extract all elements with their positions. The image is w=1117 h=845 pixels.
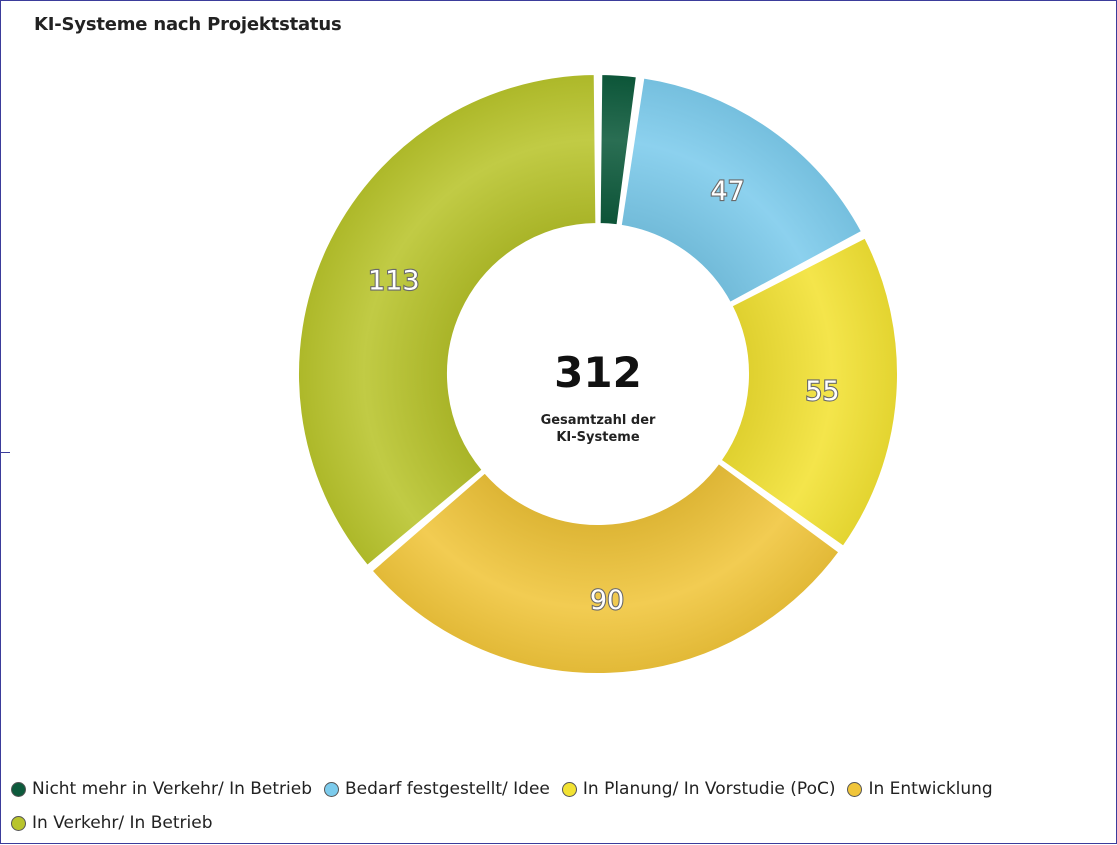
legend-swatch-icon bbox=[11, 781, 26, 797]
legend-item-1[interactable]: Nicht mehr in Verkehr/ In Betrieb bbox=[11, 777, 312, 801]
legend-label: Nicht mehr in Verkehr/ In Betrieb bbox=[32, 779, 313, 799]
slice-value-label-4: 90 bbox=[590, 585, 624, 616]
slice-value-label-2: 47 bbox=[710, 176, 744, 207]
donut-slice-3[interactable] bbox=[719, 236, 900, 548]
legend-item-5[interactable]: In Verkehr/ In Betrieb bbox=[11, 811, 212, 835]
total-value: 312 bbox=[554, 348, 642, 397]
legend-item-2[interactable]: Bedarf festgestellt/ Idee bbox=[324, 777, 550, 801]
donut-slice-1[interactable] bbox=[598, 73, 638, 227]
total-caption-line2: KI-Systeme bbox=[556, 430, 639, 445]
legend-swatch-icon bbox=[11, 815, 26, 831]
donut-slice-5[interactable] bbox=[297, 73, 598, 567]
donut-slice-2[interactable] bbox=[619, 76, 864, 304]
chart-title: KI-Systeme nach Projektstatus bbox=[34, 14, 342, 35]
legend-swatch-icon bbox=[324, 781, 340, 797]
legend-swatch-icon bbox=[847, 781, 863, 797]
slice-value-label-3: 55 bbox=[805, 376, 839, 407]
legend-item-3[interactable]: In Planung/ In Vorstudie (PoC) bbox=[561, 777, 836, 801]
donut-slice-4[interactable] bbox=[370, 462, 841, 675]
total-caption-line1: Gesamtzahl der bbox=[541, 413, 656, 428]
legend-label: In Verkehr/ In Betrieb bbox=[32, 813, 213, 833]
legend-label: In Entwicklung bbox=[868, 779, 993, 799]
slice-value-label-5: 113 bbox=[368, 266, 420, 297]
legend-label: In Planung/ In Vorstudie (PoC) bbox=[582, 779, 836, 799]
legend-label: Bedarf festgestellt/ Idee bbox=[345, 779, 550, 799]
legend-swatch-icon bbox=[561, 781, 577, 797]
divider bbox=[0, 452, 10, 453]
legend-item-4[interactable]: In Entwicklung bbox=[847, 777, 993, 801]
chart-legend: Nicht mehr in Verkehr/ In Betrieb Bedarf … bbox=[11, 777, 1111, 845]
